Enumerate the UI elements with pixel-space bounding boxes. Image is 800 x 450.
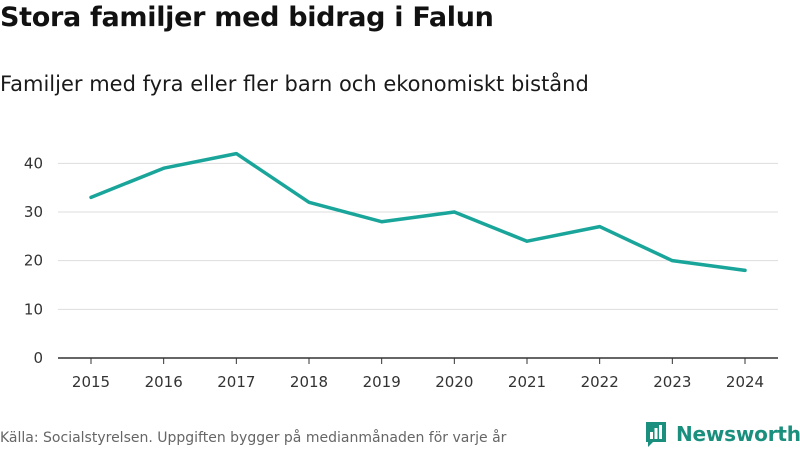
x-tick-label: 2015 <box>72 373 110 391</box>
newsworthy-logo-icon <box>646 422 666 447</box>
data-point-2015 <box>89 195 93 199</box>
data-point-2018 <box>307 200 311 204</box>
y-tick-label: 10 <box>24 300 43 318</box>
x-tick-label: 2020 <box>435 373 473 391</box>
data-point-2020 <box>452 210 456 214</box>
x-tick-label: 2018 <box>290 373 328 391</box>
data-point-2023 <box>670 259 674 263</box>
y-tick-label: 0 <box>33 349 43 367</box>
data-point-2016 <box>162 166 166 170</box>
x-tick-label: 2019 <box>363 373 401 391</box>
brand-logo[interactable]: Newsworthy <box>644 420 800 448</box>
series-line <box>89 151 747 273</box>
data-point-2019 <box>380 220 384 224</box>
x-tick-label: 2024 <box>726 373 764 391</box>
x-tick-label: 2017 <box>217 373 255 391</box>
data-point-2017 <box>234 152 238 156</box>
y-tick-label: 40 <box>24 154 43 172</box>
y-tick-label: 30 <box>24 203 43 221</box>
data-point-2024 <box>743 268 747 272</box>
chart-title: Stora familjer med bidrag i Falun <box>0 2 494 33</box>
data-point-2021 <box>525 239 529 243</box>
data-point-2022 <box>598 225 602 229</box>
x-tick-label: 2021 <box>508 373 546 391</box>
source-note: Källa: Socialstyrelsen. Uppgiften bygger… <box>0 430 507 446</box>
chart-subtitle: Familjer med fyra eller fler barn och ek… <box>0 72 589 96</box>
x-tick-label: 2016 <box>145 373 183 391</box>
brand-name: Newsworthy <box>676 422 800 446</box>
line-chart: 0 10 20 30 40 2015 2016 2017 2018 2019 2020 2021 202… <box>24 151 778 391</box>
x-tick-label: 2023 <box>653 373 691 391</box>
x-tick-label: 2022 <box>581 373 619 391</box>
y-tick-label: 20 <box>24 252 43 270</box>
